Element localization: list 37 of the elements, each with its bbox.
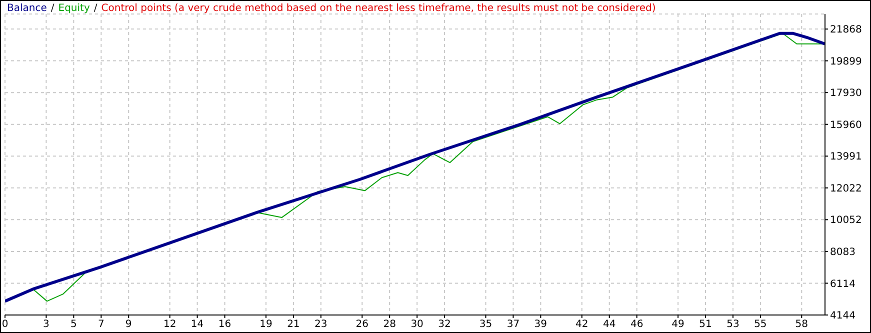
x-tick-label: 19	[260, 319, 272, 330]
y-tick-label: 8083	[830, 246, 856, 258]
y-tick-label: 4144	[830, 310, 856, 322]
x-tick-label: 37	[506, 319, 520, 330]
x-tick-label: 42	[576, 319, 588, 330]
x-tick-label: 7	[98, 319, 104, 330]
x-tick-label: 21	[287, 319, 300, 330]
x-tick-label: 49	[672, 319, 684, 330]
y-tick-label: 6114	[830, 278, 856, 290]
y-tick-label: 15960	[830, 120, 862, 131]
x-tick-label: 53	[726, 319, 740, 330]
x-tick-label: 9	[125, 319, 132, 330]
x-tick-label: 3	[43, 319, 50, 330]
y-tick-label: 10052	[830, 215, 862, 226]
x-tick-label: 39	[534, 319, 548, 330]
x-tick-label: 44	[602, 319, 616, 330]
x-tick-label: 46	[630, 319, 644, 330]
y-tick-label: 19899	[830, 56, 862, 68]
y-tick-label: 13991	[830, 152, 862, 163]
y-tick-label: 21868	[830, 24, 862, 36]
x-tick-label: 32	[438, 319, 451, 330]
x-tick-label: 0	[2, 319, 8, 330]
x-tick-label: 16	[218, 319, 232, 330]
x-tick-label: 12	[163, 319, 176, 330]
x-tick-label: 26	[356, 319, 368, 330]
x-tick-label: 51	[699, 319, 712, 330]
x-tick-label: 58	[795, 319, 808, 330]
x-tick-label: 30	[410, 319, 424, 330]
x-tick-label: 14	[190, 319, 204, 330]
x-tick-label: 28	[383, 319, 396, 330]
legend-text: Balance / Equity / Control points (a very crude method based on the nearest less timeframe, the results must not be considered)	[7, 3, 656, 14]
y-tick-label: 12022	[830, 183, 862, 194]
x-tick-label: 35	[479, 319, 492, 330]
x-tick-label: 55	[754, 319, 767, 330]
x-tick-label: 23	[314, 319, 328, 330]
x-tick-label: 5	[70, 319, 77, 330]
y-tick-label: 17930	[830, 88, 862, 100]
